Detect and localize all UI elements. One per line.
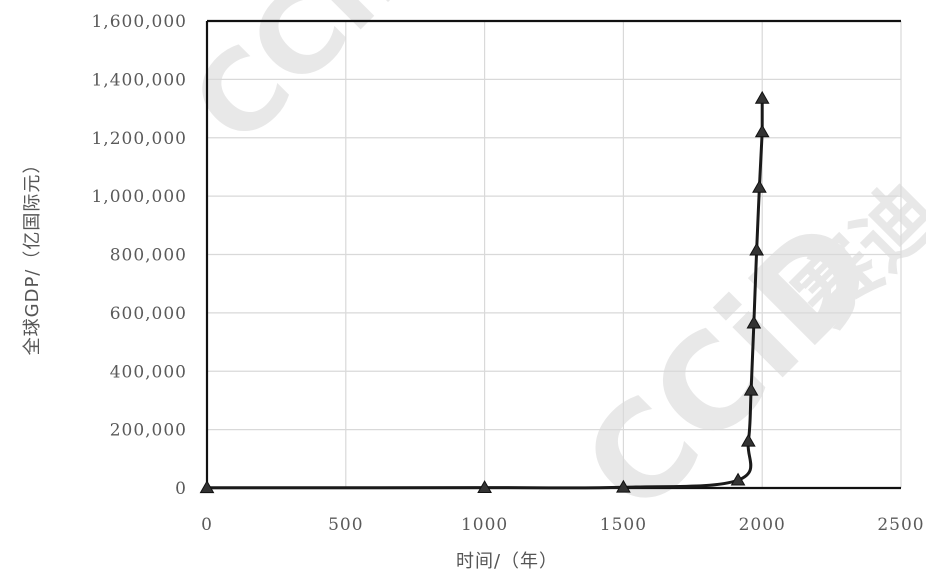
y-tick-label: 1,600,000 bbox=[91, 12, 187, 32]
data-point-marker bbox=[477, 480, 492, 494]
y-tick-label: 800,000 bbox=[110, 246, 187, 266]
watermark: CCiD CCiD 赛迪 bbox=[168, 0, 926, 542]
x-tick-label: 1000 bbox=[461, 515, 508, 535]
data-point-marker bbox=[199, 480, 215, 494]
y-axis-title: 全球GDP/（亿国际元） bbox=[22, 155, 43, 356]
x-tick-labels: 0 500 1000 1500 2000 2500 bbox=[201, 515, 924, 535]
markers-group bbox=[199, 90, 770, 494]
x-tick-label: 0 bbox=[201, 515, 213, 535]
y-tick-label: 1,000,000 bbox=[91, 187, 187, 207]
data-point-marker bbox=[749, 242, 765, 256]
y-tick-label: 0 bbox=[175, 479, 187, 499]
y-tick-label: 1,400,000 bbox=[91, 70, 187, 90]
data-point-marker bbox=[746, 315, 762, 329]
x-tick-label: 2000 bbox=[739, 515, 786, 535]
y-tick-label: 1,200,000 bbox=[91, 129, 187, 149]
data-point-marker bbox=[743, 382, 759, 396]
data-point-marker bbox=[730, 472, 746, 486]
y-tick-label: 600,000 bbox=[110, 304, 187, 324]
x-tick-label: 500 bbox=[328, 515, 363, 535]
y-tick-label: 400,000 bbox=[110, 362, 187, 382]
y-tick-label: 200,000 bbox=[110, 421, 187, 441]
data-point-marker bbox=[754, 124, 770, 138]
x-tick-label: 1500 bbox=[600, 515, 647, 535]
data-point-marker bbox=[754, 90, 770, 104]
y-tick-labels: 0 200,000 400,000 600,000 800,000 1,000,000 1,… bbox=[91, 12, 187, 499]
data-point-marker bbox=[740, 433, 756, 447]
x-axis-title: 时间/（年） bbox=[456, 551, 558, 572]
watermark-text-top: CCiD bbox=[168, 0, 464, 168]
data-point-marker bbox=[616, 479, 631, 493]
x-tick-label: 2500 bbox=[877, 515, 924, 535]
data-point-marker bbox=[752, 179, 767, 193]
